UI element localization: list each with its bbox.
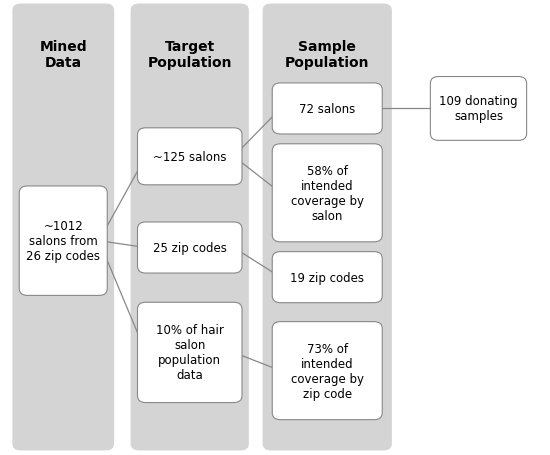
Text: 58% of
intended
coverage by
salon: 58% of intended coverage by salon [291,164,364,222]
Text: 72 salons: 72 salons [299,103,355,116]
FancyBboxPatch shape [13,5,114,450]
FancyBboxPatch shape [272,322,382,420]
FancyBboxPatch shape [272,145,382,243]
Text: Target
Population: Target Population [147,40,232,70]
FancyBboxPatch shape [138,128,242,185]
FancyBboxPatch shape [138,222,242,273]
Text: 109 donating
samples: 109 donating samples [439,95,518,123]
Text: 25 zip codes: 25 zip codes [153,242,227,254]
FancyBboxPatch shape [272,252,382,303]
FancyBboxPatch shape [430,77,527,141]
Text: Mined
Data: Mined Data [40,40,87,70]
Text: 10% of hair
salon
population
data: 10% of hair salon population data [156,324,224,382]
Text: 19 zip codes: 19 zip codes [290,271,364,284]
FancyBboxPatch shape [138,303,242,403]
Text: Sample
Population: Sample Population [285,40,370,70]
Text: ~125 salons: ~125 salons [153,151,227,163]
Text: ~1012
salons from
26 zip codes: ~1012 salons from 26 zip codes [26,220,100,263]
FancyBboxPatch shape [263,5,392,450]
FancyBboxPatch shape [272,84,382,135]
Text: 73% of
intended
coverage by
zip code: 73% of intended coverage by zip code [291,342,364,400]
FancyBboxPatch shape [19,187,107,296]
FancyBboxPatch shape [130,5,249,450]
